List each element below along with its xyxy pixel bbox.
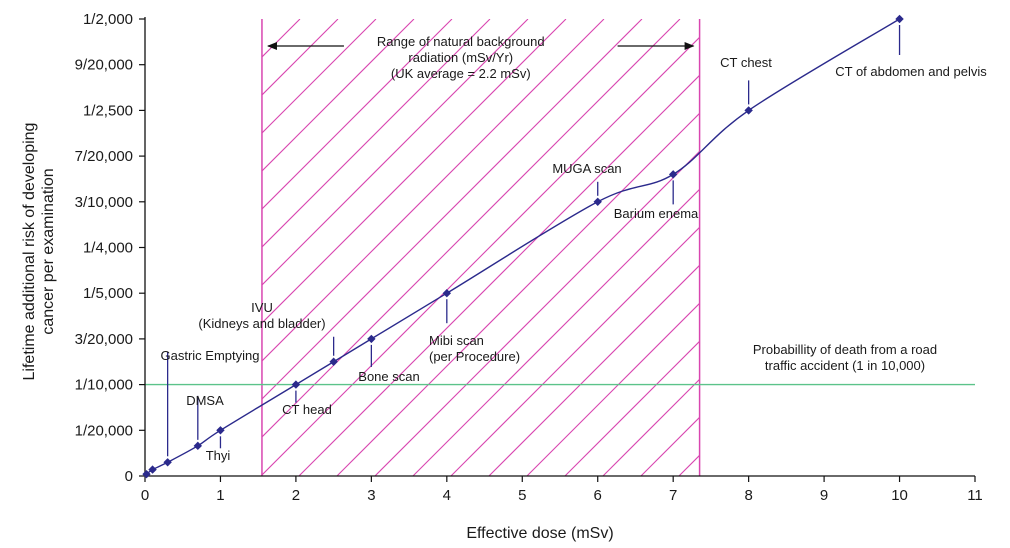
y-tick-label: 1/4,000 xyxy=(83,240,133,257)
data-point-marker xyxy=(216,426,225,435)
point-label: Barium enema xyxy=(614,206,699,221)
hatch-line xyxy=(488,264,700,476)
data-point-marker xyxy=(163,458,172,467)
hatch-line xyxy=(717,19,1010,476)
reference-line-label: Probabillity of death from a road traffic… xyxy=(753,342,937,373)
data-point-marker xyxy=(193,441,203,451)
x-tick-label: 3 xyxy=(367,487,375,504)
x-tick-label: 4 xyxy=(443,487,451,504)
x-tick-label: 5 xyxy=(518,487,526,504)
hatch-line xyxy=(564,340,700,476)
point-label: IVU (Kidneys and bladder) xyxy=(198,300,325,331)
hatch-line xyxy=(261,19,567,324)
data-point-marker xyxy=(744,106,753,115)
band-label: Range of natural background radiation (mS… xyxy=(377,34,545,81)
data-point-marker xyxy=(593,197,602,206)
y-axis-title-line: Lifetime additional risk of developing xyxy=(21,123,38,381)
hatch-line xyxy=(261,19,643,400)
hatch-line xyxy=(261,36,700,476)
hatch-pattern xyxy=(261,19,1010,476)
hatch-line xyxy=(261,19,377,134)
hatch-line xyxy=(526,302,700,476)
hatch-line xyxy=(261,19,415,172)
point-label: Bone scan xyxy=(358,369,419,384)
x-tick-label: 10 xyxy=(891,487,908,504)
hatch-line xyxy=(640,416,700,476)
point-label: DMSA xyxy=(186,393,224,408)
y-tick-label: 0 xyxy=(125,468,133,485)
y-tick-label: 1/20,000 xyxy=(75,422,133,439)
data-point-marker xyxy=(148,465,157,474)
x-tick-label: 7 xyxy=(669,487,677,504)
hatch-line xyxy=(261,19,605,362)
point-label: CT of abdomen and pelvis xyxy=(835,64,987,79)
x-tick-label: 9 xyxy=(820,487,828,504)
point-label: Thyi xyxy=(206,448,231,463)
hatch-line xyxy=(261,19,681,438)
point-label: Gastric Emptying xyxy=(161,348,260,363)
y-axis-title-line: cancer per examination xyxy=(40,168,57,334)
x-axis-title: Effective dose (mSv) xyxy=(466,525,613,542)
y-axis-title: Lifetime additional risk of developing ca… xyxy=(21,123,57,381)
y-tick-label: 1/2,500 xyxy=(83,102,133,119)
data-point-marker xyxy=(668,170,678,179)
hatch-line xyxy=(678,454,700,476)
x-tick-label: 8 xyxy=(744,487,752,504)
hatch-line xyxy=(298,74,700,476)
series-line xyxy=(146,18,900,475)
y-tick-label: 3/10,000 xyxy=(75,194,133,211)
x-tick-label: 1 xyxy=(216,487,224,504)
hatch-line xyxy=(374,150,700,476)
point-label: CT chest xyxy=(720,55,772,70)
hatch-line xyxy=(261,19,491,248)
y-tick-label: 1/10,000 xyxy=(75,377,133,394)
data-point-marker xyxy=(142,469,151,479)
data-point-marker xyxy=(895,14,904,24)
hatch-line xyxy=(602,378,700,476)
y-tick-label: 9/20,000 xyxy=(75,57,133,74)
y-tick-label: 3/20,000 xyxy=(75,331,133,348)
y-tick-label: 7/20,000 xyxy=(75,148,133,165)
data-point-marker xyxy=(329,357,338,366)
data-point-marker xyxy=(442,289,452,298)
hatch-line xyxy=(412,188,700,476)
point-label: CT head xyxy=(282,402,332,417)
x-tick-label: 6 xyxy=(594,487,602,504)
x-tick-label: 2 xyxy=(292,487,300,504)
hatch-line xyxy=(261,19,529,286)
x-tick-label: 11 xyxy=(967,487,983,504)
point-label: Mibi scan (per Procedure) xyxy=(429,333,520,364)
y-tick-label: 1/2,000 xyxy=(83,11,133,28)
point-label: MUGA scan xyxy=(552,161,621,176)
hatch-line xyxy=(336,112,700,476)
y-tick-label: 1/5,000 xyxy=(83,285,133,302)
data-point-marker xyxy=(291,380,301,389)
data-point-marker xyxy=(367,334,376,344)
hatch-line xyxy=(261,19,453,210)
hatch-line xyxy=(450,226,700,476)
x-tick-label: 0 xyxy=(141,487,149,504)
